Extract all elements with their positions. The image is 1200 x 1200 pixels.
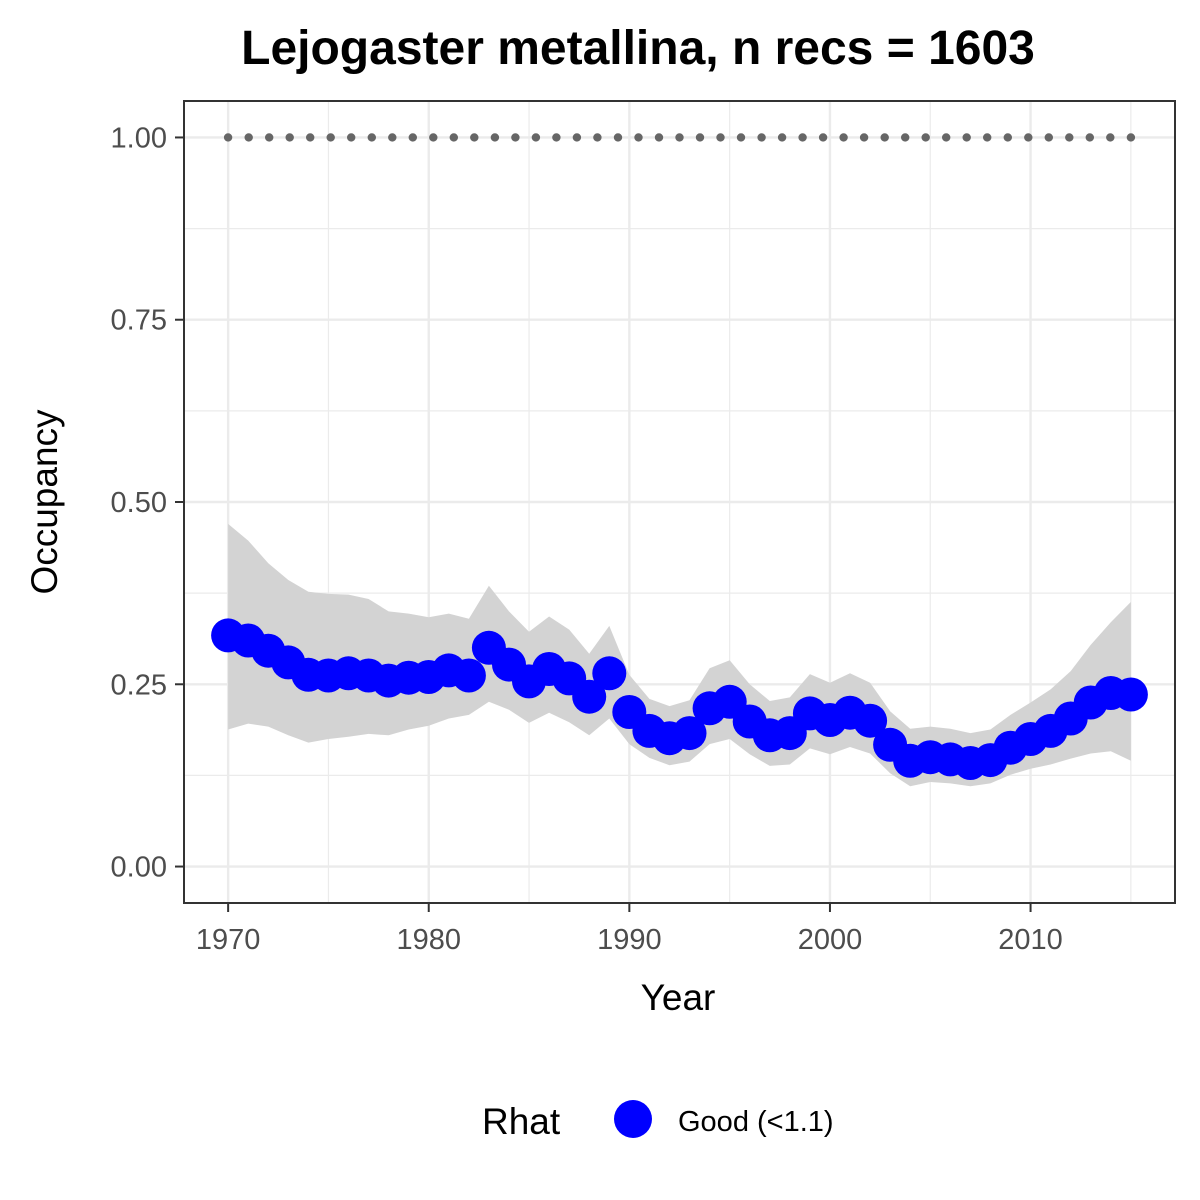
reference-dot	[634, 133, 643, 142]
reference-dot	[285, 133, 294, 142]
data-point	[853, 703, 888, 738]
x-tick-label: 1970	[196, 924, 261, 956]
data-point	[672, 716, 707, 751]
y-axis: 0.00 0.25 0.50 0.75 1.00	[111, 122, 184, 884]
reference-dot	[490, 133, 500, 142]
reference-dot	[736, 133, 746, 142]
reference-dot	[244, 133, 253, 142]
reference-dot	[839, 133, 848, 142]
reference-dot	[880, 133, 889, 142]
reference-dot	[449, 133, 458, 142]
legend: Rhat Good (<1.1)	[482, 1100, 834, 1142]
data-point	[592, 656, 627, 691]
y-axis-title: Occupancy	[24, 409, 65, 595]
data-point	[1113, 677, 1148, 712]
reference-dot	[1024, 133, 1033, 142]
x-tick-label: 2000	[798, 924, 863, 956]
reference-dot	[1044, 133, 1054, 142]
reference-dot	[859, 133, 869, 142]
reference-dot	[531, 133, 541, 142]
reference-dot	[777, 133, 787, 142]
reference-dot	[757, 133, 766, 142]
reference-dot	[552, 133, 561, 142]
x-tick-label: 1980	[396, 924, 461, 956]
reference-dot	[695, 133, 705, 142]
reference-dot	[1106, 133, 1115, 142]
x-axis: 1970 1980 1990 2000 2010	[196, 903, 1063, 956]
reference-dot	[1003, 133, 1012, 142]
x-axis-title: Year	[641, 977, 716, 1018]
reference-dot	[306, 133, 315, 142]
y-tick-label: 0.50	[111, 487, 167, 519]
reference-dot	[613, 133, 623, 142]
reference-dot	[367, 133, 376, 142]
reference-dot	[962, 133, 971, 142]
y-tick-label: 0.75	[111, 305, 167, 337]
y-tick-label: 0.25	[111, 669, 167, 701]
reference-dot	[818, 133, 828, 142]
data-point	[572, 679, 607, 714]
legend-key-point	[614, 1100, 652, 1138]
reference-dots	[223, 133, 1136, 142]
legend-label: Good (<1.1)	[678, 1106, 834, 1138]
reference-dot	[265, 133, 274, 142]
reference-dot	[408, 133, 417, 142]
reference-dot	[593, 133, 602, 142]
reference-dot	[798, 133, 807, 142]
reference-dot	[716, 133, 725, 142]
reference-dot	[983, 133, 992, 142]
occupancy-points	[211, 618, 1148, 780]
reference-dot	[901, 133, 910, 142]
reference-dot	[942, 133, 951, 142]
grid-lines	[184, 101, 1175, 903]
reference-dot	[1126, 133, 1136, 142]
reference-dot	[223, 133, 233, 142]
y-tick-label: 1.00	[111, 122, 167, 154]
reference-dot	[429, 133, 438, 142]
reference-dot	[1085, 133, 1095, 142]
reference-dot	[921, 133, 930, 142]
data-point	[451, 658, 486, 693]
reference-dot	[572, 133, 582, 142]
chart-title: Lejogaster metallina, n recs = 1603	[241, 22, 1035, 75]
x-tick-label: 1990	[597, 924, 662, 956]
reference-dot	[675, 133, 684, 142]
reference-dot	[511, 133, 520, 142]
legend-title: Rhat	[482, 1101, 561, 1142]
x-tick-label: 2010	[998, 924, 1063, 956]
reference-dot	[347, 133, 356, 142]
reference-dot	[470, 133, 479, 142]
reference-dot	[326, 133, 335, 142]
reference-dot	[1065, 133, 1074, 142]
y-tick-label: 0.00	[111, 852, 167, 884]
reference-dot	[388, 133, 397, 142]
reference-dot	[654, 133, 664, 142]
